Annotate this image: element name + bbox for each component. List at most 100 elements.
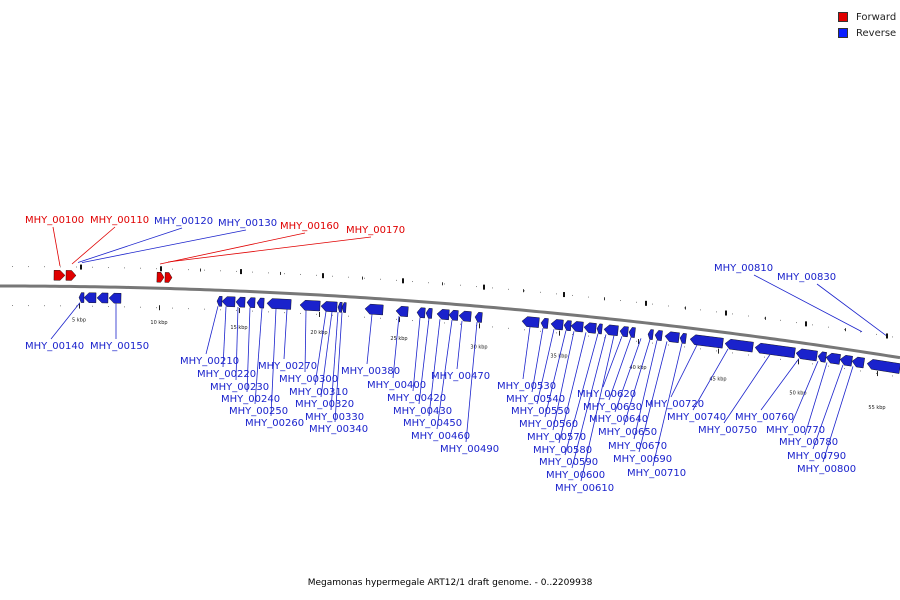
reverse-gene-label: MHY_00470: [431, 371, 490, 382]
reverse-gene-arrow: [266, 298, 292, 310]
scale-tick-lower: [877, 371, 878, 377]
guide-dot: [588, 296, 589, 298]
label-connector: [71, 226, 116, 265]
label-connector: [723, 354, 771, 424]
label-connector: [608, 337, 632, 401]
reverse-gene-label: MHY_00590: [539, 457, 598, 468]
label-connector: [314, 311, 327, 386]
reverse-gene-arrow: [689, 334, 724, 349]
reverse-gene-label: MHY_00120: [154, 216, 213, 227]
guide-dot: [12, 305, 13, 307]
label-connector: [816, 283, 887, 336]
reverse-gene-label: MHY_00670: [608, 441, 667, 452]
guide-dot: [828, 326, 829, 328]
reverse-gene-label: MHY_00830: [777, 272, 836, 283]
scale-label: 55 kbp: [868, 405, 885, 411]
reverse-gene-arrow: [724, 338, 754, 353]
scale-tick: [725, 310, 727, 316]
genome-backbone: [0, 284, 900, 360]
reverse-gene-arrow: [583, 322, 597, 334]
scale-label: 35 kbp: [550, 354, 567, 360]
guide-dot: [844, 329, 845, 331]
scale-tick-lower: [239, 308, 240, 314]
guide-dot: [604, 337, 605, 339]
reverse-gene-arrow: [96, 292, 109, 304]
scale-tick: [805, 321, 807, 327]
reverse-gene-arrow: [299, 300, 321, 312]
guide-dot: [396, 318, 397, 320]
reverse-gene-arrow: [619, 326, 629, 338]
scale-tick-lower: [638, 339, 639, 345]
guide-dot: [476, 286, 477, 288]
reverse-gene-label: MHY_00600: [546, 470, 605, 481]
label-connector: [428, 319, 441, 417]
reverse-gene-label: MHY_00740: [667, 412, 726, 423]
guide-dot: [796, 322, 797, 324]
reverse-gene-arrow: [603, 324, 619, 336]
guide-dot: [652, 303, 653, 305]
scale-label: 5 kbp: [72, 318, 86, 324]
label-connector: [531, 328, 544, 393]
guide-dot: [556, 332, 557, 334]
forward-gene-label: MHY_00100: [25, 215, 84, 226]
label-connector: [254, 308, 263, 405]
label-connector: [222, 306, 227, 368]
guide-dot: [268, 311, 269, 313]
guide-dot: [140, 267, 141, 269]
guide-dot: [60, 266, 61, 268]
guide-dot: [108, 306, 109, 308]
guide-dot: [60, 305, 61, 307]
label-connector: [692, 348, 729, 411]
reverse-gene-label: MHY_00720: [645, 399, 704, 410]
scale-label: 40 kbp: [629, 365, 646, 371]
label-connector: [205, 306, 219, 355]
guide-dot: [668, 344, 669, 346]
reverse-gene-arrow: [817, 351, 827, 363]
guide-dot: [844, 368, 845, 370]
scale-tick-minor: [604, 297, 605, 301]
reverse-gene-label: MHY_00530: [497, 381, 556, 392]
forward-gene-arrow: [164, 272, 173, 283]
reverse-gene-label: MHY_00770: [766, 425, 825, 436]
guide-dot: [300, 312, 301, 314]
guide-dot: [764, 356, 765, 358]
reverse-gene-arrow: [78, 292, 85, 303]
guide-dot: [524, 290, 525, 292]
reverse-gene-arrow: [216, 296, 223, 307]
reverse-gene-arrow: [246, 297, 256, 308]
guide-dot: [284, 273, 285, 275]
label-connector: [81, 229, 247, 263]
guide-dot: [540, 330, 541, 332]
guide-dot: [860, 331, 861, 333]
reverse-gene-arrow: [337, 302, 343, 313]
label-connector: [812, 364, 844, 450]
guide-dot: [412, 281, 413, 283]
guide-dot: [860, 370, 861, 372]
reverse-gene-arrow: [521, 316, 540, 328]
label-connector: [571, 334, 607, 469]
reverse-gene-label: MHY_00560: [519, 419, 578, 430]
guide-dot: [684, 346, 685, 348]
label-connector: [638, 341, 668, 453]
reverse-gene-label: MHY_00620: [577, 389, 636, 400]
guide-dot: [76, 305, 77, 307]
reverse-gene-arrow: [474, 312, 483, 323]
scale-tick: [322, 273, 324, 279]
guide-dot: [284, 312, 285, 314]
reverse-gene-label: MHY_00810: [714, 263, 773, 274]
guide-dot: [364, 316, 365, 318]
reverse-gene-label: MHY_00250: [229, 406, 288, 417]
guide-dot: [652, 342, 653, 344]
scale-tick-minor: [362, 276, 363, 280]
guide-dot: [108, 267, 109, 269]
scale-tick-minor: [523, 289, 524, 293]
reverse-gene-arrow: [851, 356, 865, 369]
reverse-gene-label: MHY_00230: [210, 382, 269, 393]
guide-dot: [732, 352, 733, 354]
scale-tick: [402, 278, 404, 284]
scale-tick-minor: [765, 316, 766, 320]
guide-dot: [444, 283, 445, 285]
reverse-gene-label: MHY_00550: [511, 406, 570, 417]
